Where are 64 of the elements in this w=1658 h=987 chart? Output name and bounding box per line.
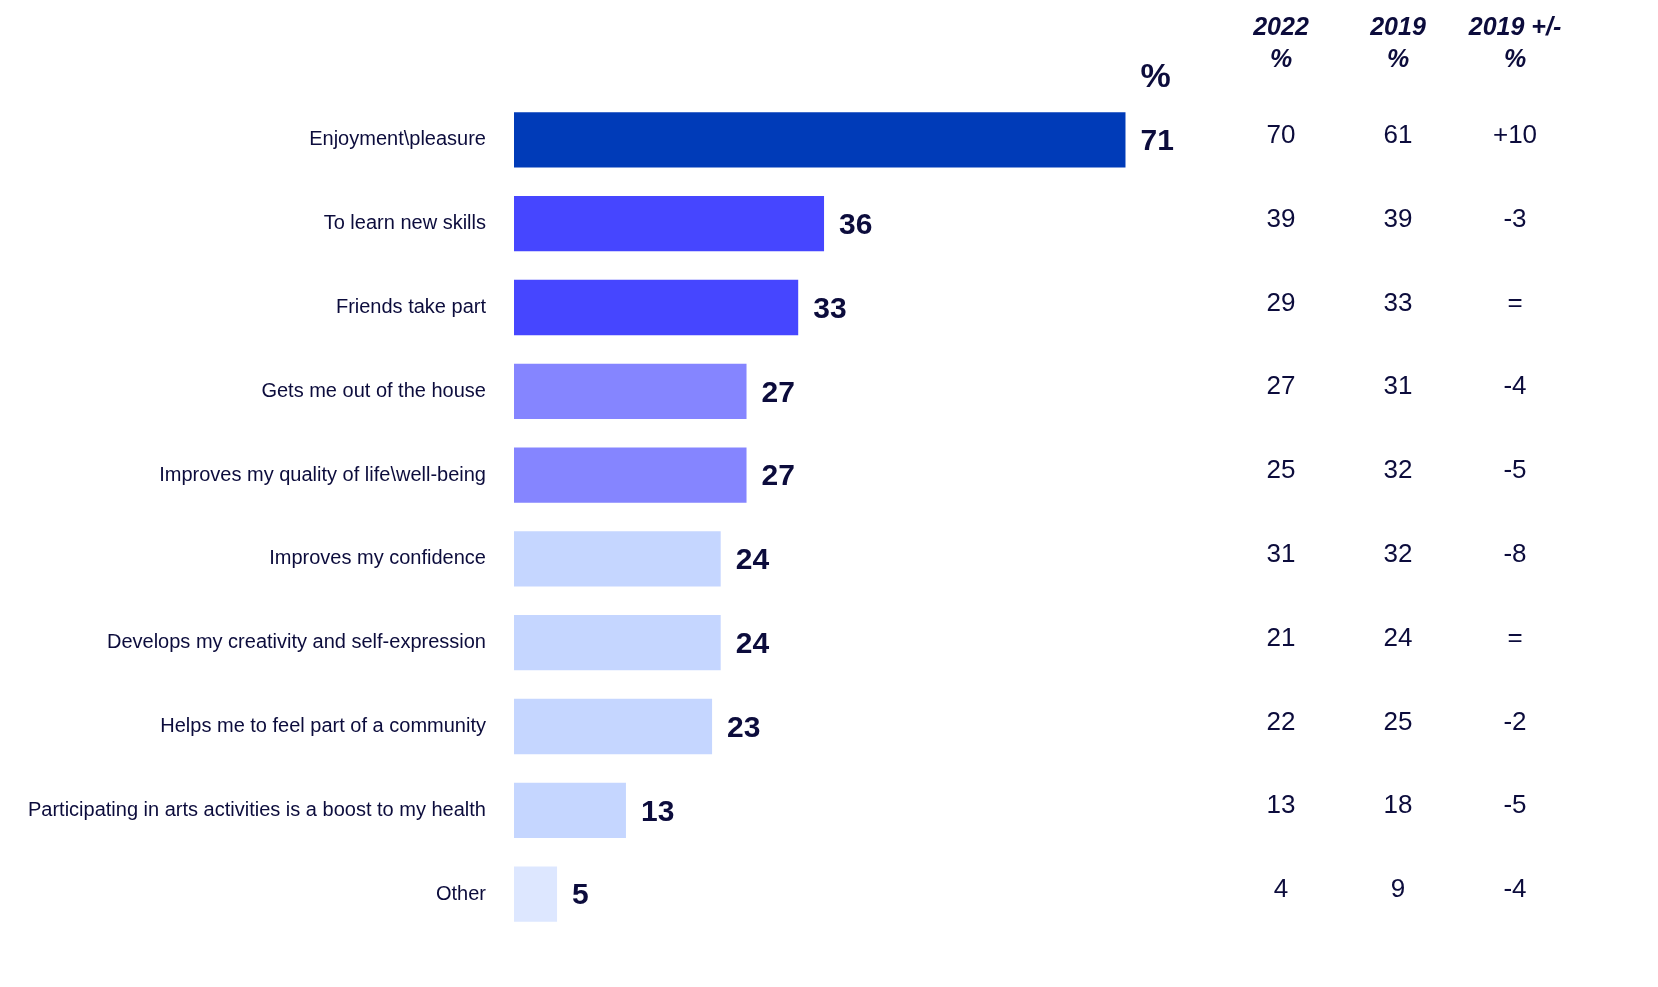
- text: -3: [1503, 202, 1527, 233]
- text: 2019 %: [1369, 11, 1426, 72]
- text: -5: [1503, 454, 1527, 485]
- y-tick-label: Participating in arts activities is a boost to my health: [27, 797, 486, 820]
- text: 39: [1383, 202, 1413, 233]
- y-tick-label: Improves my confidence: [269, 546, 486, 569]
- bar: [513, 782, 626, 838]
- y-tick-label: Develops my creativity and self-expression: [106, 630, 486, 653]
- data-label: 36: [839, 206, 873, 240]
- bar: [513, 447, 747, 503]
- bar: [513, 279, 799, 336]
- bar: [513, 531, 721, 587]
- text: =: [1507, 286, 1523, 317]
- text: 61: [1383, 119, 1413, 150]
- data-label: 24: [735, 542, 770, 576]
- bar: [513, 363, 747, 419]
- y-tick-label: Gets me out of the house: [261, 378, 486, 401]
- text: -5: [1503, 789, 1527, 820]
- data-label: 24: [735, 625, 770, 659]
- text: %: [1140, 56, 1171, 95]
- text: 29: [1266, 286, 1296, 317]
- text: 31: [1266, 538, 1296, 569]
- text: +10: [1492, 119, 1538, 150]
- y-tick-label: Improves my quality of life\well-being: [159, 462, 486, 485]
- text: 21: [1266, 621, 1296, 652]
- y-tick-label: Enjoyment\pleasure: [309, 127, 486, 150]
- text: 27: [1266, 370, 1296, 401]
- data-label: 5: [572, 877, 589, 911]
- bar: [513, 196, 825, 252]
- text: -4: [1503, 370, 1527, 401]
- data-label: 27: [761, 458, 795, 492]
- data-label: 33: [813, 290, 847, 324]
- y-tick-label: Friends take part: [335, 295, 487, 318]
- text: 32: [1383, 538, 1413, 569]
- text: 25: [1383, 705, 1413, 736]
- text: 24: [1383, 621, 1413, 652]
- text: -2: [1503, 705, 1527, 736]
- text: 2022 %: [1252, 11, 1309, 72]
- text: 13: [1266, 789, 1296, 820]
- bar: [513, 698, 713, 755]
- text: 70: [1266, 119, 1296, 150]
- text: -8: [1503, 538, 1527, 569]
- text: 18: [1383, 789, 1413, 820]
- data-label: 23: [727, 709, 761, 743]
- data-label: 13: [640, 793, 675, 827]
- text: -4: [1503, 873, 1527, 904]
- bar: [513, 866, 558, 922]
- text: =: [1507, 621, 1523, 652]
- text: 22: [1266, 705, 1296, 736]
- text: 33: [1383, 286, 1413, 317]
- text: 32: [1383, 454, 1413, 485]
- y-tick-label: Helps me to feel part of a community: [160, 714, 486, 737]
- text: 31: [1383, 370, 1413, 401]
- bar: [513, 615, 721, 671]
- data-label: 27: [761, 374, 795, 408]
- data-label: 71: [1140, 123, 1174, 157]
- text: 2019 +/- %: [1467, 11, 1562, 72]
- y-tick-label: Other: [435, 881, 487, 904]
- text: 9: [1390, 873, 1406, 904]
- text: 4: [1273, 873, 1289, 904]
- text: 25: [1266, 454, 1296, 485]
- text: 39: [1266, 202, 1296, 233]
- bar: [513, 112, 1126, 168]
- y-tick-label: To learn new skills: [323, 211, 486, 234]
